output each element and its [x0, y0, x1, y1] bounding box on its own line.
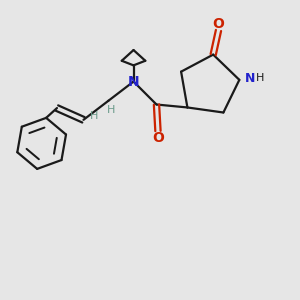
- Text: H: H: [256, 74, 264, 83]
- Text: H: H: [90, 111, 98, 121]
- Text: N: N: [128, 75, 139, 88]
- Text: O: O: [152, 131, 164, 146]
- Text: N: N: [244, 72, 255, 85]
- Text: O: O: [213, 17, 224, 31]
- Text: H: H: [107, 105, 115, 115]
